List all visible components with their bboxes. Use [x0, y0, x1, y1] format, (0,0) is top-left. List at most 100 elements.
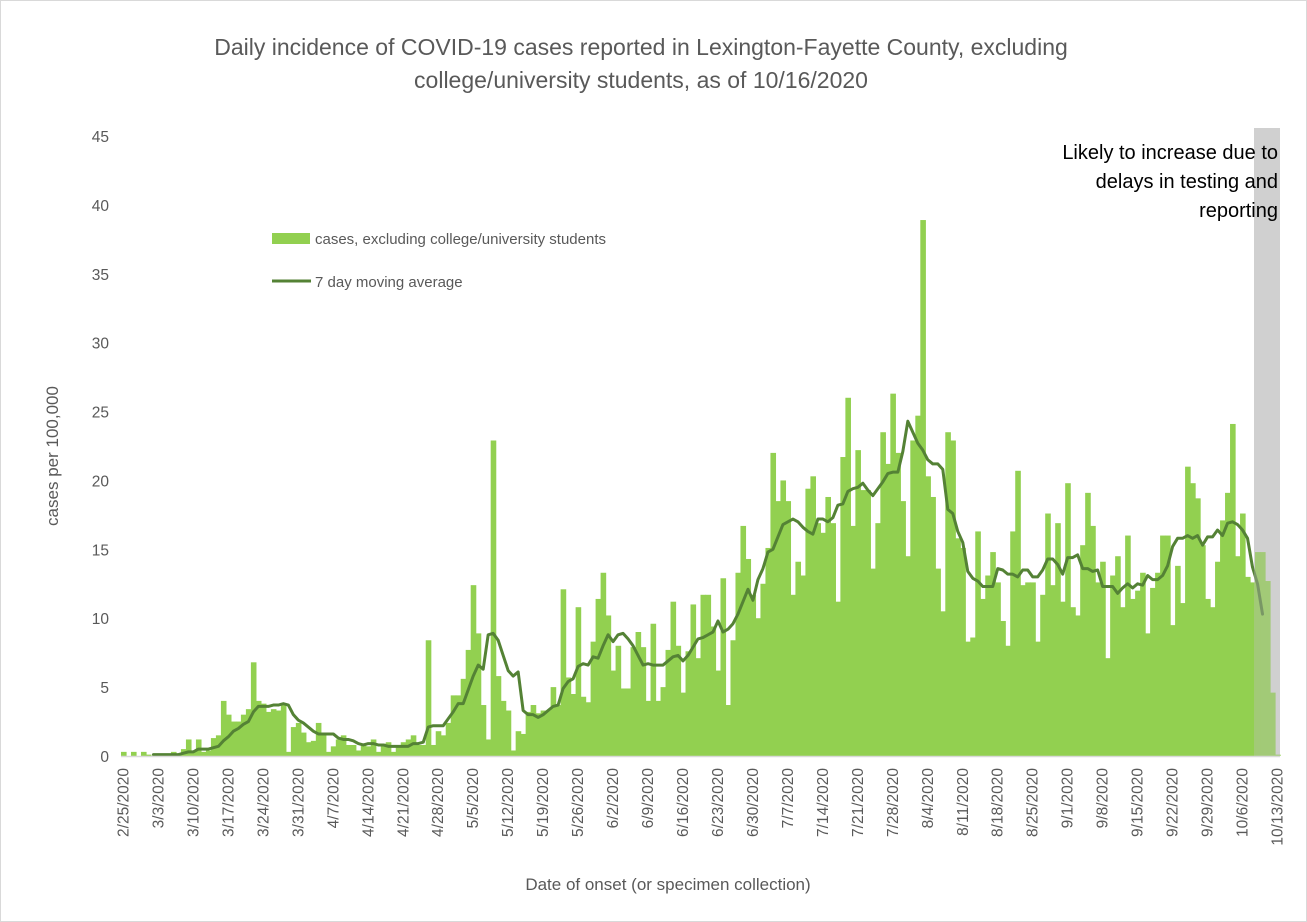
bar [335, 739, 342, 756]
bar [1105, 658, 1111, 756]
bar [700, 594, 707, 756]
bar [1065, 483, 1071, 756]
y-axis-title: cases per 100,000 [43, 386, 62, 526]
bar [280, 703, 287, 756]
bar [265, 711, 272, 756]
bar [605, 615, 612, 756]
x-tick-label: 9/1/2020 [1060, 768, 1077, 829]
bar [1090, 525, 1096, 756]
bar [330, 746, 337, 756]
bar [745, 558, 752, 756]
bars-layer [121, 220, 1281, 757]
bar [310, 740, 317, 756]
bar [295, 722, 302, 756]
bar [1200, 545, 1206, 756]
y-tick-labels: 0 5 10 15 20 25 30 35 40 45 [92, 129, 110, 766]
bar [345, 744, 352, 756]
bar [940, 611, 946, 756]
bar [520, 733, 527, 756]
bar [485, 739, 492, 756]
y-tick-label: 5 [100, 680, 109, 697]
bar [1020, 585, 1026, 756]
bar [250, 662, 257, 756]
bar [935, 568, 941, 756]
bar [900, 501, 906, 756]
bar [645, 700, 652, 756]
bar [230, 721, 237, 756]
y-tick-label: 25 [92, 405, 109, 422]
bar [455, 695, 462, 756]
x-tick-label: 3/10/2020 [185, 768, 202, 837]
bar [1155, 572, 1161, 756]
bar [515, 731, 522, 756]
bar [235, 721, 242, 756]
bar [735, 572, 742, 756]
bar [200, 751, 207, 756]
bar [785, 501, 792, 756]
bar [380, 743, 387, 756]
bar [1085, 492, 1091, 756]
bar [715, 670, 722, 756]
bar [415, 744, 422, 756]
bar [930, 496, 936, 756]
bar [750, 594, 757, 756]
bar [660, 687, 667, 756]
bar [625, 688, 632, 756]
bar [890, 393, 896, 756]
bar [240, 714, 247, 756]
bar [620, 688, 627, 756]
bar [815, 523, 821, 756]
shaded-region-overlay [1254, 128, 1280, 756]
bar [975, 531, 981, 756]
x-tick-label: 8/25/2020 [1025, 768, 1042, 837]
bar [595, 598, 602, 756]
legend: cases, excluding college/university stud… [272, 231, 606, 291]
bar [630, 647, 637, 756]
bar [420, 744, 427, 756]
bar [495, 676, 502, 756]
bar [305, 742, 312, 756]
bar [410, 735, 417, 756]
bar [1015, 470, 1021, 756]
bar [395, 746, 402, 756]
bar [1275, 754, 1281, 756]
bar [245, 709, 252, 756]
bar [500, 700, 507, 756]
bar [640, 647, 647, 756]
bar [360, 744, 367, 756]
bar [1140, 572, 1146, 756]
bar [980, 598, 986, 756]
bar [1240, 513, 1246, 756]
bar [990, 552, 996, 756]
bar [430, 744, 437, 756]
bar [600, 572, 607, 756]
bar [575, 607, 582, 756]
x-tick-label: 8/11/2020 [955, 768, 972, 836]
bar [320, 732, 327, 756]
bar [915, 415, 921, 756]
bar [650, 623, 657, 756]
x-tick-label: 7/14/2020 [815, 768, 832, 837]
x-tick-label: 9/22/2020 [1165, 768, 1182, 837]
x-tick-label: 6/2/2020 [605, 768, 622, 829]
bar [835, 601, 841, 756]
bar [1000, 620, 1006, 756]
bar [385, 742, 392, 756]
y-tick-label: 40 [92, 198, 110, 215]
bar [340, 735, 347, 756]
bar [1250, 582, 1256, 756]
bar [765, 547, 772, 756]
x-tick-label: 5/26/2020 [570, 768, 587, 837]
bar [435, 731, 442, 756]
bar [375, 751, 382, 756]
bar [580, 696, 587, 756]
bar [850, 525, 856, 756]
bar [790, 594, 797, 756]
bar [1175, 565, 1181, 756]
bar [680, 692, 687, 756]
bar [965, 641, 971, 756]
bar [545, 710, 552, 756]
x-tick-label: 6/16/2020 [675, 768, 692, 837]
legend-label-cases: cases, excluding college/university stud… [315, 231, 606, 248]
bar [905, 556, 911, 756]
